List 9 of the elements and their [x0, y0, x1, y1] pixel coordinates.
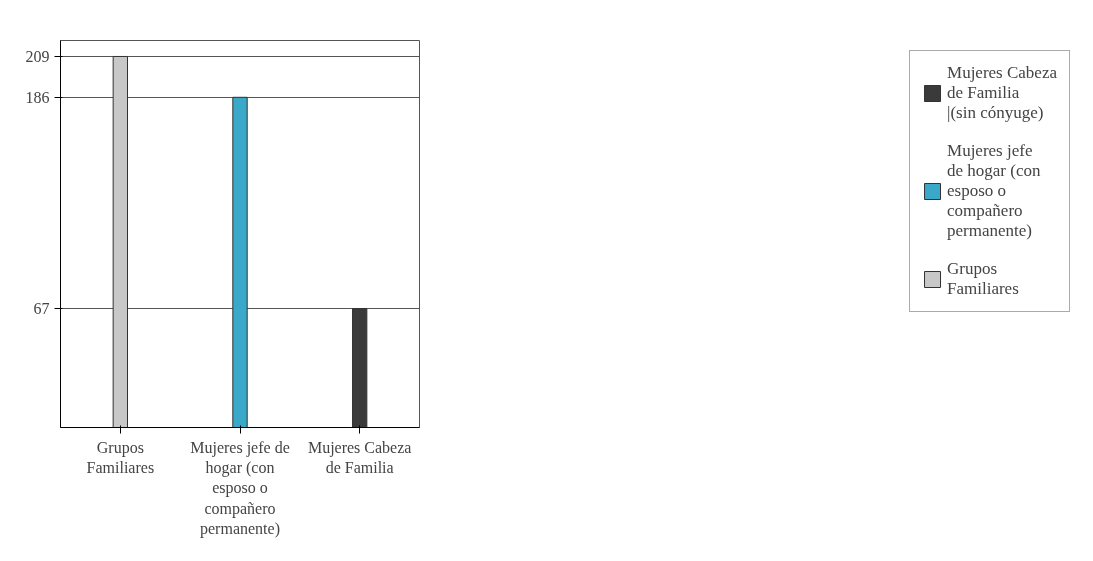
x-tick-label: Mujeres Cabeza de Familia — [307, 438, 412, 476]
y-tick-label: 186 — [25, 88, 50, 106]
legend-label: Grupos Familiares — [947, 259, 1019, 299]
y-tick-label: 67 — [33, 300, 50, 318]
legend-label: Mujeres Cabeza de Familia |(sin cónyuge) — [947, 63, 1057, 123]
y-tick-label: 209 — [25, 47, 50, 65]
x-tick-label: Mujeres jefe de hogar (con esposo o compañero permanente) — [190, 438, 290, 539]
x-tick-label: Grupos Familiares — [86, 438, 155, 476]
legend-label: Mujeres jefe de hogar (con esposo o compañero permanente) — [947, 141, 1041, 241]
